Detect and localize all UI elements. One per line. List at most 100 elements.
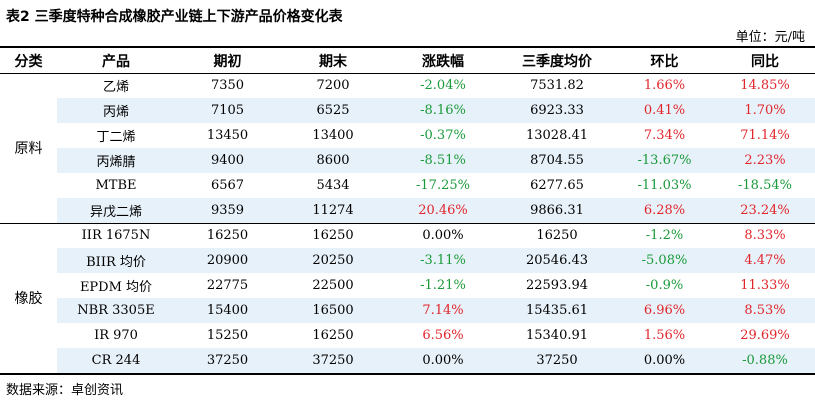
top-rule <box>0 46 815 48</box>
table-row: 橡胶 IIR 1675N 16250 16250 0.00% 16250 -1.2% 8.33… <box>0 223 815 373</box>
yoy-cell: 1.70% <box>715 98 815 123</box>
start-price-cell: 9359 <box>175 198 280 223</box>
end-price-cell: 16250 <box>312 328 354 343</box>
header-change: 涨跌幅 <box>422 53 464 70</box>
mom-cell: 6.28% <box>614 198 715 223</box>
yoy-cell: 11.33% <box>740 278 790 293</box>
mom-cell: 1.56% <box>643 328 686 343</box>
product-cell: 异戊二烯 <box>57 198 175 223</box>
avg-price-cell: 13028.41 <box>525 128 589 143</box>
change-cell: 20.46% <box>386 198 500 223</box>
product-cell: CR 244 <box>57 348 175 373</box>
table-row: 丁二烯 13450 13400 -0.37% 13028.41 7.34% 71.14% <box>0 123 815 148</box>
table-row: EPDM 均价 22775 22500 -1.21% 22593.94 -0.9% 11.3… <box>0 273 815 298</box>
end-price-cell: 16250 <box>312 228 354 243</box>
change-cell: -2.04% <box>420 78 466 93</box>
group-divider <box>0 223 815 224</box>
change-cell: 0.00% <box>422 228 464 243</box>
end-price-cell: 22500 <box>312 278 354 293</box>
end-price-cell: 20250 <box>280 248 386 273</box>
mom-cell: -1.2% <box>645 228 684 243</box>
product-cell: 丁二烯 <box>96 130 136 145</box>
start-price-cell: 20900 <box>175 248 280 273</box>
header-row: 分类 产品 期初 期末 涨跌幅 三季度均价 环比 同比 <box>0 48 815 73</box>
table-row: 原料 乙烯 7350 7200 -2.04% 7531.82 1.66% 14.85% <box>0 73 815 223</box>
end-price-cell: 8600 <box>280 148 386 173</box>
table-row: CR 244 37250 37250 0.00% 37250 0.00% -0.88% <box>0 348 815 373</box>
header-category: 分类 <box>14 53 43 70</box>
avg-price-cell: 37250 <box>500 348 614 373</box>
header-yoy: 同比 <box>751 53 779 70</box>
mom-cell: 6.96% <box>614 298 715 323</box>
source-note: 数据来源：卓创资讯 <box>6 383 124 398</box>
header-start: 期初 <box>213 53 242 70</box>
end-price-cell: 5434 <box>316 178 350 193</box>
yoy-cell: -18.54% <box>738 178 792 193</box>
change-cell: -1.21% <box>420 278 466 293</box>
table-row: 丙烯 7105 6525 -8.16% 6923.33 0.41% 1.70% <box>0 98 815 123</box>
avg-price-cell: 8704.55 <box>500 148 614 173</box>
change-cell: 0.00% <box>386 348 500 373</box>
mom-cell: 0.00% <box>614 348 715 373</box>
start-price-cell: 22775 <box>206 278 249 293</box>
start-price-cell: 9400 <box>175 148 280 173</box>
product-cell: EPDM 均价 <box>79 280 153 295</box>
end-price-cell: 11274 <box>280 198 386 223</box>
end-price-cell: 7200 <box>316 78 350 93</box>
table-row: IR 970 15250 16250 6.56% 15340.91 1.56% 29.69% <box>0 323 815 348</box>
yoy-cell: 14.85% <box>740 78 790 93</box>
avg-price-cell: 6277.65 <box>530 178 584 193</box>
table-row: 丙烯腈 9400 8600 -8.51% 8704.55 -13.67% 2.23% <box>0 148 815 173</box>
yoy-cell: -0.88% <box>715 348 815 373</box>
yoy-cell: 4.47% <box>715 248 815 273</box>
yoy-cell: 29.69% <box>740 328 790 343</box>
end-price-cell: 37250 <box>280 348 386 373</box>
mom-cell: 1.66% <box>643 78 686 93</box>
yoy-cell: 23.24% <box>715 198 815 223</box>
mom-cell: -0.9% <box>645 278 684 293</box>
product-cell: 丙烯腈 <box>57 148 175 173</box>
start-price-cell: 15250 <box>206 328 249 343</box>
avg-price-cell: 16250 <box>536 228 578 243</box>
start-price-cell: 7350 <box>210 78 245 93</box>
yoy-cell: 8.53% <box>715 298 815 323</box>
product-cell: MTBE <box>95 178 137 193</box>
avg-price-cell: 20546.43 <box>500 248 614 273</box>
avg-price-cell: 7531.82 <box>530 78 584 93</box>
start-price-cell: 37250 <box>175 348 280 373</box>
table-row: BIIR 均价 20900 20250 -3.11% 20546.43 -5.08% 4.4… <box>0 248 815 273</box>
change-cell: 7.14% <box>386 298 500 323</box>
header-product: 产品 <box>102 53 130 70</box>
change-cell: -0.37% <box>420 128 466 143</box>
product-cell: IIR 1675N <box>81 228 151 243</box>
start-price-cell: 16250 <box>206 228 249 243</box>
unit-label: 单位：元/吨 <box>735 30 805 45</box>
start-price-cell: 6567 <box>210 178 245 193</box>
end-price-cell: 16500 <box>280 298 386 323</box>
header-avg: 三季度均价 <box>522 53 592 70</box>
table-row: NBR 3305E 15400 16500 7.14% 15435.61 6.96% 8.5… <box>0 298 815 323</box>
avg-price-cell: 6923.33 <box>500 98 614 123</box>
table-row: MTBE 6567 5434 -17.25% 6277.65 -11.03% -18.54% <box>0 173 815 198</box>
header-mom: 环比 <box>650 53 679 70</box>
change-cell: -17.25% <box>416 178 470 193</box>
mom-cell: 7.34% <box>643 128 686 143</box>
product-cell: NBR 3305E <box>57 298 175 323</box>
avg-price-cell: 22593.94 <box>525 278 589 293</box>
change-cell: 6.56% <box>422 328 464 343</box>
mom-cell: -13.67% <box>614 148 715 173</box>
yoy-cell: 71.14% <box>740 128 790 143</box>
product-cell: 丙烯 <box>57 98 175 123</box>
start-price-cell: 7105 <box>175 98 280 123</box>
yoy-cell: 2.23% <box>715 148 815 173</box>
product-cell: 乙烯 <box>102 80 129 95</box>
end-price-cell: 13400 <box>312 128 354 143</box>
bottom-rule <box>0 373 815 375</box>
start-price-cell: 15400 <box>175 298 280 323</box>
mom-cell: -5.08% <box>614 248 715 273</box>
avg-price-cell: 15435.61 <box>500 298 614 323</box>
yoy-cell: 8.33% <box>744 228 786 243</box>
price-table: 分类 产品 期初 期末 涨跌幅 三季度均价 环比 同比 原料 乙烯 7350 7200… <box>0 48 815 373</box>
change-cell: -8.51% <box>386 148 500 173</box>
avg-price-cell: 9866.31 <box>500 198 614 223</box>
